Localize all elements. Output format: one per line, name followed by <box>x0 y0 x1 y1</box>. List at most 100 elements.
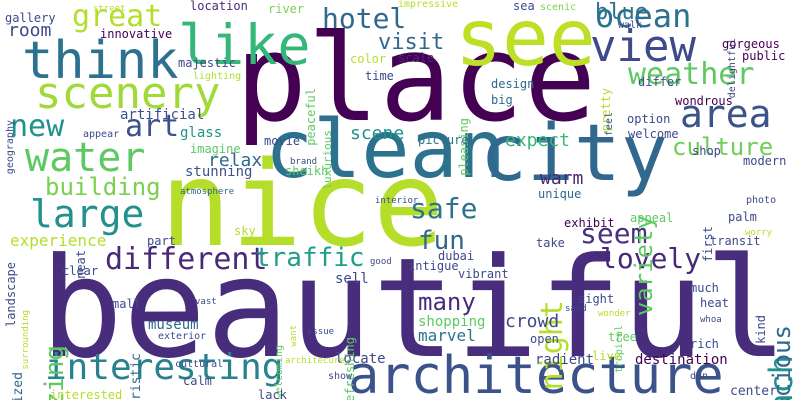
word-view: view <box>590 21 696 72</box>
word-museum: museum <box>148 317 199 333</box>
word-experience: experience <box>10 231 107 250</box>
word-surrounding: surrounding <box>21 310 31 370</box>
word-public: public <box>742 49 786 63</box>
word-live: live <box>592 349 621 363</box>
word-rich: rich <box>690 337 719 351</box>
word-sky: sky <box>234 224 256 238</box>
word-brand: brand <box>290 157 318 167</box>
word-safe: safe <box>410 192 478 225</box>
word-innovative: innovative <box>100 27 173 41</box>
word-nice: nice <box>160 135 445 273</box>
word-gorgeous: gorgeous <box>722 37 780 51</box>
word-sand: sand <box>565 304 587 314</box>
word-art: art <box>125 109 180 144</box>
word-mall: mall <box>112 297 141 311</box>
word-option: option <box>627 112 671 126</box>
word-refreshing: refreshing <box>343 337 357 400</box>
word-clear: clear <box>62 264 99 278</box>
word-gallery: gallery <box>5 11 56 25</box>
word-many: many <box>418 288 476 316</box>
word-scenic: scenic <box>540 2 577 13</box>
word-scale: scale <box>398 51 435 65</box>
word-luxurious: luxurious <box>321 130 334 190</box>
word-wonder: wonder <box>598 309 631 319</box>
word-photo: photo <box>746 195 777 206</box>
word-vast: vast <box>195 297 217 307</box>
word-movie: movie <box>264 134 301 148</box>
word-interested: interested <box>50 388 123 400</box>
word-expect: expect <box>505 130 571 151</box>
word-much: much <box>690 281 719 295</box>
word-warm: warm <box>540 168 584 189</box>
word-heat: heat <box>700 296 729 310</box>
word-weather: weather <box>628 57 755 92</box>
word-area: area <box>680 92 772 136</box>
word-design: design <box>491 77 535 91</box>
word-river: river <box>268 2 305 16</box>
word-interesting: interesting <box>45 347 284 388</box>
word-part: part <box>147 234 176 248</box>
word-fun: fun <box>418 226 465 256</box>
word-architecure: architecure <box>285 356 345 366</box>
word-appear: appear <box>83 129 120 140</box>
word-water: water <box>25 135 146 181</box>
word-exterior: exterior <box>158 331 207 342</box>
word-color: color <box>350 52 387 66</box>
word-walk: walk <box>618 20 643 31</box>
word-blue: blue <box>595 0 648 25</box>
word-westernized: westernized <box>11 372 26 400</box>
word-lack: lack <box>258 388 287 400</box>
word-futuristic: futuristic <box>129 353 144 400</box>
word-unique: unique <box>538 187 582 201</box>
word-scenery: scenery <box>35 68 221 119</box>
word-room: room <box>8 20 52 41</box>
word-large: large <box>30 192 145 236</box>
word-seem: seem <box>580 217 648 250</box>
word-welcome: welcome <box>628 127 679 141</box>
word-palm: palm <box>728 210 757 224</box>
word-scene: scene <box>350 123 405 144</box>
word-architecture: architecture <box>348 346 724 400</box>
word-variety: variety <box>630 215 658 317</box>
word-traffic: traffic <box>255 243 365 273</box>
word-place: place <box>235 10 597 149</box>
word-landscape: landscape <box>4 262 18 328</box>
word-location: location <box>190 0 248 13</box>
word-artificial: artificial <box>120 107 205 123</box>
word-tree: tree <box>608 330 637 344</box>
word-marvel: marvel <box>418 326 476 345</box>
word-geography: geography <box>5 120 16 175</box>
word-dubai: dubai <box>438 249 475 263</box>
word-sheikh: sheikh <box>285 164 329 178</box>
word-worry: worry <box>745 228 773 238</box>
word-shop: shop <box>692 144 721 158</box>
word-beautiful: beautiful <box>40 228 788 389</box>
word-interior: interior <box>375 196 419 206</box>
word-open: open <box>530 332 559 346</box>
word-culture: culture <box>672 133 774 161</box>
word-hotel: hotel <box>322 2 407 35</box>
word-atmosphere: atmosphere <box>180 187 235 197</box>
word-ocean: ocean <box>595 0 692 35</box>
word-building: building <box>45 173 161 201</box>
word-locate: locate <box>335 351 386 367</box>
word-time: time <box>365 69 394 83</box>
word-want: want <box>289 325 299 347</box>
word-picture: picture <box>418 133 469 147</box>
word-cultural: cultural <box>175 359 224 370</box>
word-sea: sea <box>513 0 535 13</box>
word-different: different <box>105 242 268 277</box>
word-great: great <box>72 0 163 34</box>
word-exhibit: exhibit <box>564 216 615 230</box>
word-modern: modern <box>743 154 787 168</box>
word-shopping: shopping <box>418 314 486 330</box>
word-think: think <box>22 31 179 91</box>
word-glass: glass <box>180 125 223 141</box>
word-issue: issue <box>307 327 335 337</box>
word-calm: calm <box>183 374 212 388</box>
word-feel: feel <box>604 112 615 137</box>
word-see: see <box>455 0 596 84</box>
word-peaceful: peaceful <box>304 88 318 146</box>
word-sight: sight <box>578 292 615 306</box>
